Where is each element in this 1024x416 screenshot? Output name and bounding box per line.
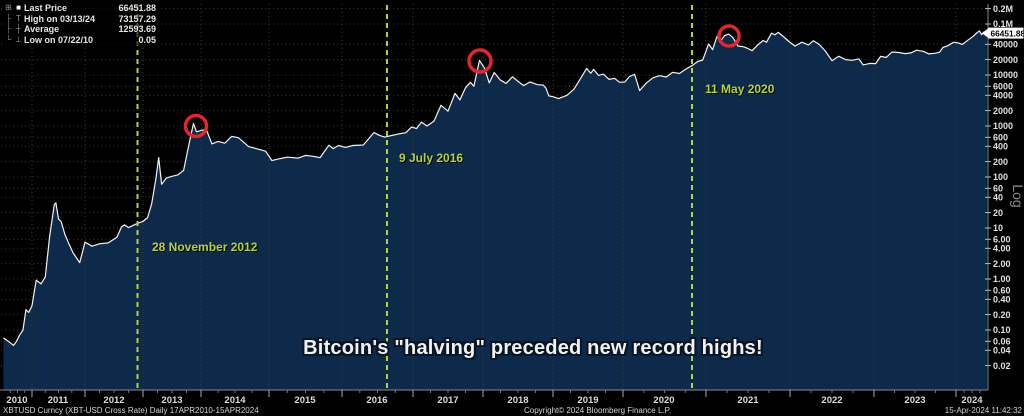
y-axis-label: 0.1M xyxy=(993,19,1013,29)
log-scale-label: Log xyxy=(1010,184,1024,207)
y-axis-label: 0.02 xyxy=(993,361,1011,371)
price-line xyxy=(3,30,988,346)
y-axis-label: 4000 xyxy=(993,91,1013,101)
legend-tree-glyph: ├ xyxy=(5,13,12,23)
y-axis-label: 6000 xyxy=(993,82,1013,92)
x-axis-label: 2017 xyxy=(437,395,458,406)
y-axis-label: 1000 xyxy=(993,121,1013,131)
y-axis-label: 40000 xyxy=(993,40,1018,50)
legend-item[interactable]: ⊞ ■ Last Price 66451.88 xyxy=(4,3,156,14)
legend-item[interactable]: └ ⊥ Low on 07/22/10 0.05 xyxy=(4,35,156,46)
chart-headline: Bitcoin's "halving" preceded new record … xyxy=(303,337,763,359)
y-axis-label: 100 xyxy=(993,172,1008,182)
x-axis-label: 2012 xyxy=(103,395,124,406)
legend-value: 66451.88 xyxy=(118,3,156,13)
y-axis-label: 2.00 xyxy=(993,259,1011,269)
x-axis-label: 2022 xyxy=(821,395,842,406)
y-axis-label: 400 xyxy=(993,142,1008,152)
x-axis-label: 2011 xyxy=(48,395,69,406)
y-axis-label: 20 xyxy=(993,208,1003,218)
legend-label: High on 03/13/24 xyxy=(24,13,96,24)
y-axis-label: 20000 xyxy=(993,55,1018,65)
halving-peak-circle xyxy=(717,24,741,48)
y-axis-label: 0.20 xyxy=(993,310,1011,320)
x-axis-label: 2024 xyxy=(961,395,983,406)
y-axis-label: 10 xyxy=(993,223,1003,233)
x-axis-label: 2019 xyxy=(577,395,598,406)
x-axis-label: 2023 xyxy=(904,395,925,406)
halving-annotation-2020: 11 May 2020 xyxy=(705,82,775,96)
halving-peak-circle xyxy=(183,113,209,139)
y-axis-label: 0.10 xyxy=(993,325,1011,335)
timestamp: 15-Apr-2024 11:42:32 xyxy=(944,406,1022,415)
y-axis-label: 0.40 xyxy=(993,295,1011,305)
y-axis-label: 4.00 xyxy=(993,244,1011,254)
legend-label: Low on 07/22/10 xyxy=(24,34,94,45)
average-marker-icon: ┼ xyxy=(15,24,22,33)
y-axis-label: 0.60 xyxy=(993,286,1011,296)
x-axis-label: 2010 xyxy=(6,395,27,406)
halving-annotation-2012: 28 November 2012 xyxy=(152,240,258,254)
y-axis-label: 0.2M xyxy=(993,4,1013,14)
svg-text:66451.88: 66451.88 xyxy=(991,28,1024,38)
security-description: XBTUSD Curncy (XBT-USD Cross Rate) Daily… xyxy=(3,406,259,415)
y-axis-label: 200 xyxy=(993,157,1008,167)
price-area xyxy=(3,30,987,391)
footer-bar: XBTUSD Curncy (XBT-USD Cross Rate) Daily… xyxy=(0,404,1024,416)
last-price-badge xyxy=(988,27,1024,39)
x-axis-label: 2014 xyxy=(224,395,246,406)
y-axis-label: 2000 xyxy=(993,106,1013,116)
y-axis-label: 10000 xyxy=(993,70,1018,80)
legend-item[interactable]: ├ T High on 03/13/24 73157.29 xyxy=(4,14,156,25)
y-axis-label: 6.00 xyxy=(993,235,1011,245)
legend-tree-glyph: ├ xyxy=(5,24,12,33)
x-axis-label: 2018 xyxy=(507,395,528,406)
last-price-swatch-icon: ■ xyxy=(16,3,21,12)
legend-tree-glyph: ⊞ xyxy=(5,3,12,12)
y-axis-label: 0.04 xyxy=(993,346,1011,356)
high-marker-icon: T xyxy=(16,13,21,23)
y-axis-label: 600 xyxy=(993,133,1008,143)
y-axis-label: 60 xyxy=(993,184,1003,194)
legend-label: Average xyxy=(24,24,60,34)
y-axis-label: 0.06 xyxy=(993,337,1011,347)
y-axis-label: 40 xyxy=(993,193,1003,203)
x-axis-label: 2013 xyxy=(161,395,182,406)
x-axis-label: 2020 xyxy=(653,395,674,406)
legend-tree-glyph: └ xyxy=(5,34,12,44)
x-axis-label: 2021 xyxy=(737,395,759,406)
copyright-text: Copyright© 2024 Bloomberg Finance L.P. xyxy=(524,406,672,415)
x-axis-label: 2016 xyxy=(366,395,387,406)
halving-annotation-2016: 9 July 2016 xyxy=(399,151,464,165)
legend-label: Last Price xyxy=(24,3,68,13)
legend-item[interactable]: ├ ┼ Average 12593.69 xyxy=(4,24,156,35)
legend-value: 0.05 xyxy=(138,34,156,45)
halving-peak-circle xyxy=(467,48,493,74)
x-axis-label: 2015 xyxy=(294,395,316,406)
y-axis-label: 1.00 xyxy=(993,274,1011,284)
legend-value: 73157.29 xyxy=(118,13,156,24)
low-marker-icon: ⊥ xyxy=(15,34,22,44)
legend[interactable]: ⊞ ■ Last Price 66451.88 ├ T High on 03/13/24 73… xyxy=(2,2,159,47)
legend-value: 12593.69 xyxy=(118,24,156,34)
